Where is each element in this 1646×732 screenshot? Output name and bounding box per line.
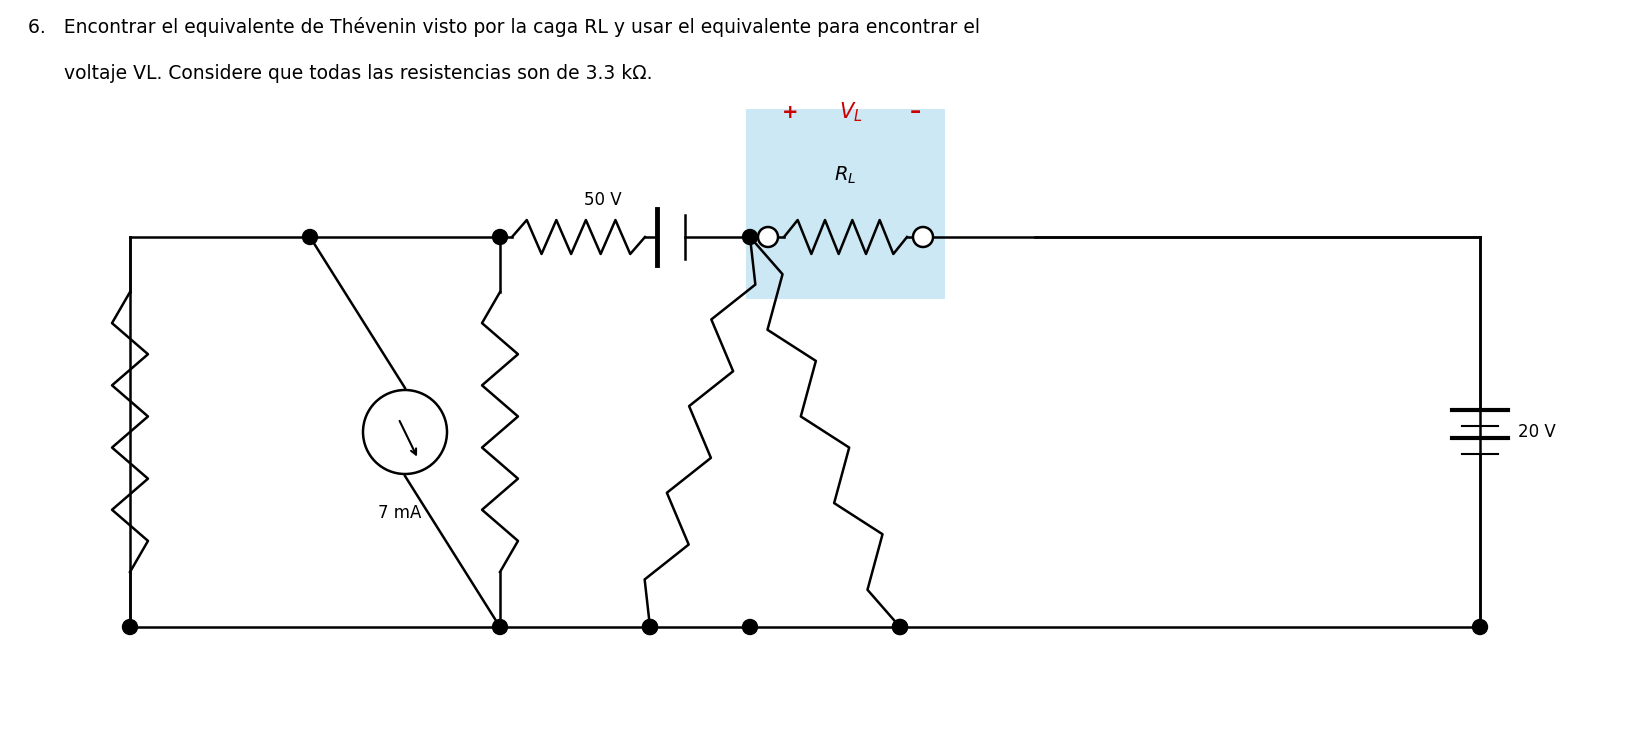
Text: voltaje VL. Considere que todas las resistencias son de 3.3 kΩ.: voltaje VL. Considere que todas las resi… [28,64,652,83]
Circle shape [492,619,507,635]
Text: $R_L$: $R_L$ [835,165,856,186]
Circle shape [1473,619,1488,635]
Circle shape [742,230,757,244]
Text: 20 V: 20 V [1518,423,1555,441]
Circle shape [303,230,318,244]
Text: 7 mA: 7 mA [379,504,421,522]
FancyBboxPatch shape [746,109,945,299]
Circle shape [642,619,657,635]
Circle shape [742,619,757,635]
Circle shape [492,230,507,244]
Text: 6.   Encontrar el equivalente de Thévenin visto por la caga RL y usar el equival: 6. Encontrar el equivalente de Thévenin … [28,17,979,37]
Circle shape [892,619,907,635]
Text: +: + [782,102,798,122]
Circle shape [892,619,907,635]
Text: 50 V: 50 V [584,191,621,209]
Circle shape [642,619,657,635]
Circle shape [122,619,138,635]
Text: –: – [910,102,922,122]
Circle shape [914,227,933,247]
Circle shape [759,227,779,247]
Text: $V_L$: $V_L$ [839,100,863,124]
